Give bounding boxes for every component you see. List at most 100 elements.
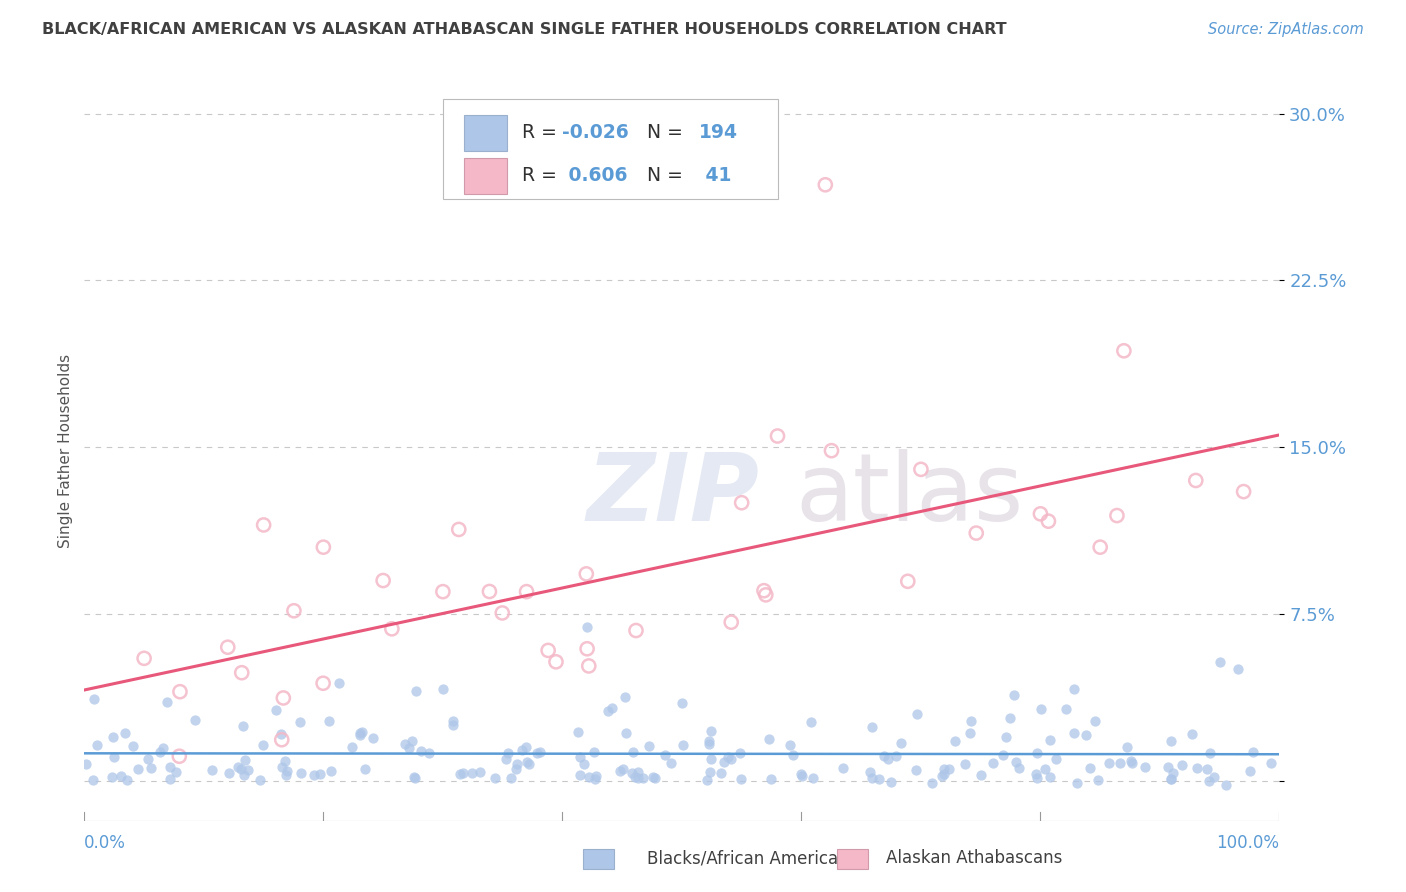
Point <box>505 756 527 771</box>
Point <box>755 588 778 602</box>
Point <box>449 767 471 781</box>
Point <box>83 692 105 706</box>
Point <box>938 762 960 776</box>
Point <box>478 584 501 599</box>
Point <box>697 733 720 747</box>
Point <box>621 766 644 780</box>
Point <box>1084 714 1107 729</box>
Point <box>290 765 312 780</box>
Point <box>671 696 693 710</box>
Point <box>779 738 801 752</box>
Point <box>814 178 837 192</box>
Point <box>585 769 607 783</box>
Point <box>516 755 538 769</box>
Point <box>288 714 311 729</box>
Point <box>253 517 276 532</box>
Point <box>672 738 695 752</box>
FancyBboxPatch shape <box>443 99 778 199</box>
Point <box>156 694 179 708</box>
Point <box>318 714 340 728</box>
Point <box>1066 776 1088 790</box>
Point <box>1039 770 1062 784</box>
Text: 100.0%: 100.0% <box>1216 834 1279 852</box>
Point <box>319 764 342 779</box>
Point <box>578 771 600 785</box>
Point <box>624 770 647 784</box>
Point <box>889 736 911 750</box>
Point <box>921 775 943 789</box>
Point <box>229 762 252 776</box>
Text: BLACK/AFRICAN AMERICAN VS ALASKAN ATHABASCAN SINGLE FATHER HOUSEHOLDS CORRELATIO: BLACK/AFRICAN AMERICAN VS ALASKAN ATHABA… <box>42 22 1007 37</box>
Point <box>637 739 659 754</box>
Point <box>201 763 224 777</box>
Point <box>567 724 589 739</box>
Point <box>226 760 249 774</box>
Point <box>880 774 903 789</box>
Point <box>790 769 813 783</box>
Point <box>491 606 513 620</box>
Point <box>782 748 804 763</box>
Point <box>169 684 191 698</box>
Point <box>569 750 592 764</box>
Point <box>510 743 533 757</box>
Point <box>1039 733 1062 747</box>
Point <box>101 730 124 744</box>
Point <box>612 762 634 776</box>
Point <box>1121 756 1143 771</box>
Point <box>720 615 742 630</box>
Point <box>152 740 174 755</box>
Point <box>1063 725 1085 739</box>
Point <box>868 772 890 786</box>
Point <box>398 741 420 756</box>
Point <box>1078 761 1101 775</box>
Point <box>641 770 664 784</box>
Point <box>519 757 541 772</box>
Point <box>544 655 567 669</box>
Point <box>659 756 682 770</box>
Point <box>1002 689 1025 703</box>
Point <box>752 583 775 598</box>
Point <box>582 745 605 759</box>
Point <box>352 724 374 739</box>
Point <box>443 714 465 729</box>
Point <box>1074 728 1097 742</box>
Point <box>409 744 432 758</box>
Point <box>959 726 981 740</box>
Point <box>304 768 326 782</box>
Point <box>1112 343 1135 358</box>
Point <box>218 766 240 780</box>
Point <box>132 651 156 665</box>
Point <box>1239 764 1261 778</box>
Point <box>501 771 523 785</box>
Point <box>766 429 789 443</box>
Y-axis label: Single Father Households: Single Father Households <box>58 353 73 548</box>
Point <box>1241 745 1264 759</box>
Point <box>578 659 600 673</box>
Point <box>349 728 371 742</box>
Point <box>276 768 298 782</box>
Point <box>328 676 350 690</box>
Point <box>1260 756 1282 770</box>
Point <box>1226 662 1249 676</box>
Point <box>1171 757 1194 772</box>
Point <box>970 768 993 782</box>
Point <box>1063 681 1085 696</box>
Point <box>1008 761 1031 775</box>
Point <box>115 773 138 788</box>
Point <box>609 764 631 779</box>
Point <box>790 767 813 781</box>
Point <box>696 772 718 787</box>
Point <box>758 732 780 747</box>
Point <box>730 772 752 786</box>
Point <box>931 769 953 783</box>
Point <box>271 760 294 774</box>
Point <box>283 604 305 618</box>
Point <box>600 701 623 715</box>
Text: Source: ZipAtlas.com: Source: ZipAtlas.com <box>1208 22 1364 37</box>
Point <box>127 762 149 776</box>
Point <box>877 752 900 766</box>
Point <box>232 718 254 732</box>
Point <box>633 771 655 785</box>
Point <box>932 762 955 776</box>
Point <box>801 771 824 785</box>
